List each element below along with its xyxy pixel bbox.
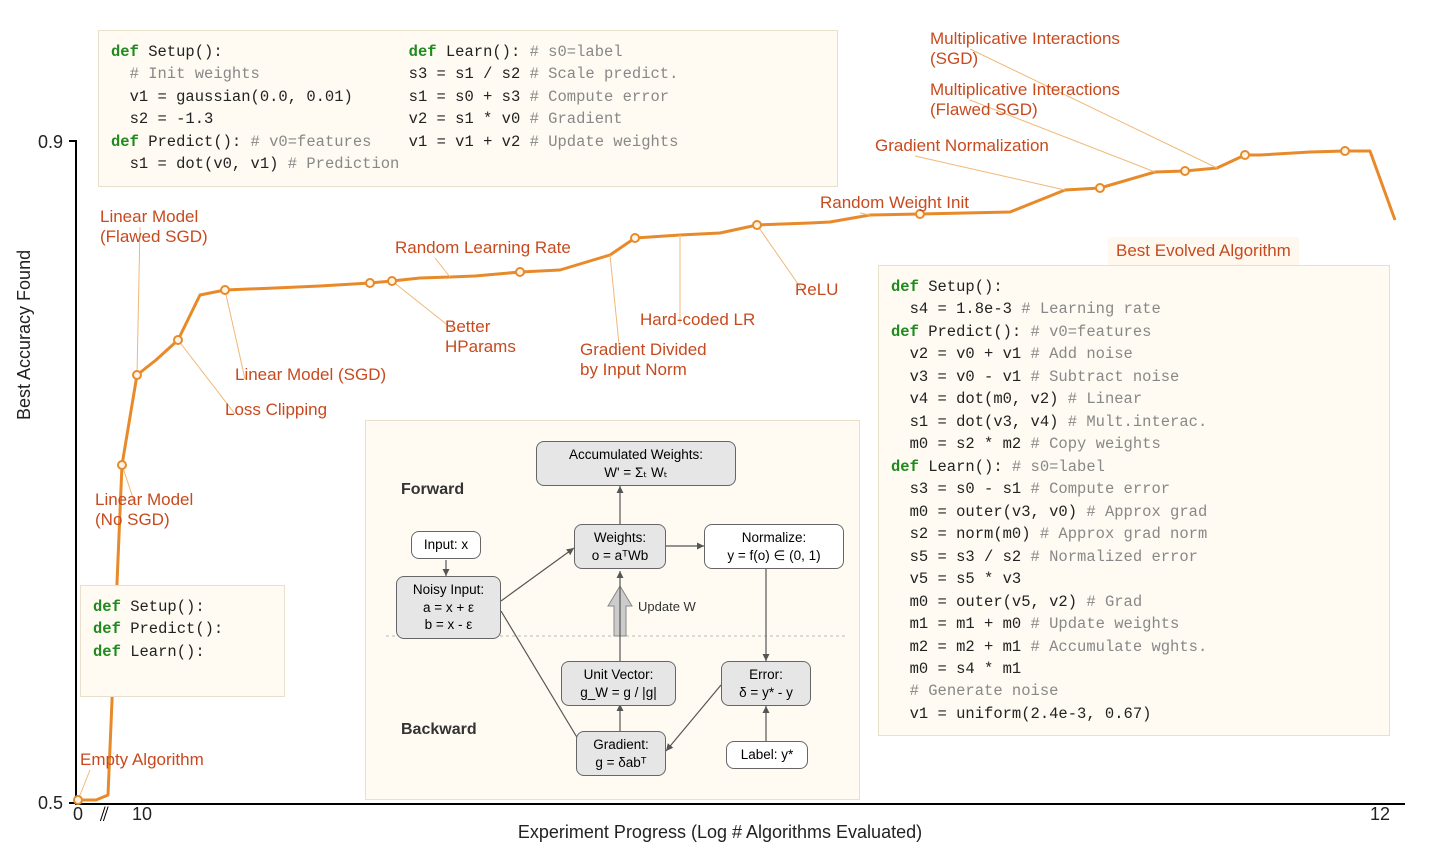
data-marker: [1180, 166, 1190, 176]
x-axis: [75, 803, 1405, 805]
xtick-0: 0: [73, 804, 83, 825]
data-marker: [1340, 146, 1350, 156]
callout-9: ReLU: [795, 280, 838, 300]
data-marker: [515, 267, 525, 277]
flownode-label: Label: y*: [726, 741, 808, 769]
data-marker: [630, 233, 640, 243]
callout-13: Multiplicative Interactions(SGD): [930, 29, 1120, 70]
flownode-norm: Normalize:y = f(o) ∈ (0, 1): [704, 524, 844, 569]
data-marker: [1240, 150, 1250, 160]
flownode-input: Input: x: [411, 531, 481, 559]
code-empty-box: def Setup(): def Predict(): def Learn():: [80, 585, 285, 697]
callout-1: Linear Model(No SGD): [95, 490, 193, 531]
code-top-box: def Setup(): def Learn(): # s0=label # I…: [98, 30, 838, 187]
data-marker: [220, 285, 230, 295]
callout-6: Random Learning Rate: [395, 238, 571, 258]
data-marker: [387, 276, 397, 286]
callout-5: BetterHParams: [445, 317, 516, 358]
flownode-accw: Accumulated Weights:W' = Σₜ Wₜ: [536, 441, 736, 486]
code-right-box: def Setup(): s4 = 1.8e-3 # Learning rate…: [878, 265, 1390, 736]
callout-11: Gradient Normalization: [875, 136, 1049, 156]
callout-0: Empty Algorithm: [80, 750, 204, 770]
axis-break: ⫽: [100, 804, 109, 827]
callout-3: Loss Clipping: [225, 400, 327, 420]
ytick-09: 0.9: [38, 132, 63, 153]
xtick-10: 10: [132, 804, 152, 825]
data-marker: [1095, 183, 1105, 193]
flownode-unit: Unit Vector:g_W = g / |g|: [561, 661, 676, 706]
data-marker: [132, 370, 142, 380]
callout-12: Multiplicative Interactions(Flawed SGD): [930, 80, 1120, 121]
data-marker: [752, 220, 762, 230]
callout-2: Linear Model(Flawed SGD): [100, 207, 208, 248]
flownode-weights: Weights:o = aᵀWb: [574, 524, 666, 569]
data-marker: [73, 795, 83, 805]
callout-10: Random Weight Init: [820, 193, 969, 213]
x-axis-label: Experiment Progress (Log # Algorithms Ev…: [518, 822, 922, 843]
callout-4: Linear Model (SGD): [235, 365, 386, 385]
callout-7: Gradient Dividedby Input Norm: [580, 340, 707, 381]
flownode-noisy: Noisy Input:a = x + εb = x - ε: [396, 576, 501, 639]
callout-8: Hard-coded LR: [640, 310, 755, 330]
flownode-error: Error:δ = y* - y: [721, 661, 811, 706]
data-marker: [365, 278, 375, 288]
y-axis-label: Best Accuracy Found: [14, 250, 35, 420]
best-evolved-highlight: Best Evolved Algorithm: [1108, 237, 1299, 265]
data-marker: [117, 460, 127, 470]
xtick-12: 12: [1370, 804, 1390, 825]
flownode-grad: Gradient:g = δabᵀ: [576, 731, 666, 776]
data-marker: [173, 335, 183, 345]
ytick-mark-09: [69, 140, 77, 142]
ytick-05: 0.5: [38, 793, 63, 814]
y-axis: [75, 140, 77, 805]
flowchart-box: Forward Backward Update W Input: xNoisy …: [365, 420, 860, 800]
